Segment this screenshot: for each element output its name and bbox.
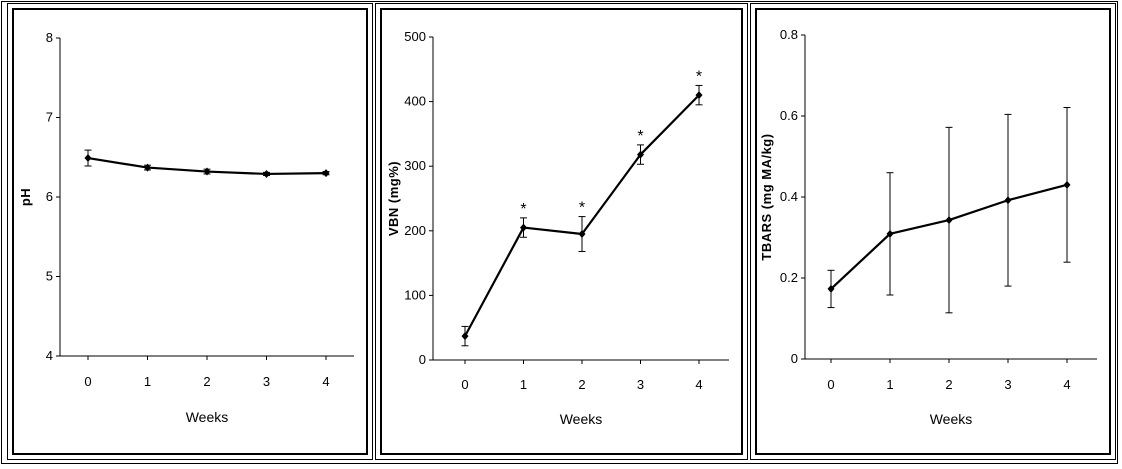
y-axis-label: pH (18, 188, 33, 206)
data-point (203, 167, 211, 176)
data-point (461, 332, 469, 341)
significance-asterisk: * (637, 128, 643, 145)
x-axis-label: Weeks (186, 409, 229, 425)
y-tick-label: 200 (404, 223, 426, 238)
vbn-chart: 0 100 200 300 400 500 0 1 2 3 4 Weeks VBN (mg%) * * * * (386, 29, 729, 427)
y-axis-label: TBARS (mg MA/kg) (759, 133, 774, 260)
significance-asterisk: * (520, 201, 526, 218)
x-axis-label: Weeks (930, 411, 973, 427)
x-tick-label: 4 (1063, 377, 1070, 392)
y-tick-label: 7 (46, 110, 53, 125)
ph-chart-cell: 4 5 6 7 8 0 1 2 3 4 Weeks pH (7, 3, 373, 460)
data-point (520, 223, 527, 232)
vbn-chart-cell: 0 100 200 300 400 500 0 1 2 3 4 Weeks VBN (mg%) * * * * (375, 3, 748, 460)
x-tick-label: 2 (578, 377, 585, 392)
ph-chart: 4 5 6 7 8 0 1 2 3 4 Weeks pH (18, 30, 354, 425)
x-tick-label: 1 (886, 377, 893, 392)
ph-chart-panel: 4 5 6 7 8 0 1 2 3 4 Weeks pH (12, 8, 368, 455)
data-point (1063, 180, 1071, 189)
y-tick-label: 500 (404, 29, 426, 44)
tbars-chart: 0 0.2 0.4 0.6 0.8 0 1 2 3 4 Weeks TBARS (mg MA/kg) (759, 27, 1097, 427)
data-point (945, 216, 953, 225)
y-tick-label: 0 (419, 352, 426, 367)
data-point (1004, 196, 1012, 205)
x-tick-label: 2 (945, 377, 952, 392)
y-tick-label: 0.2 (780, 270, 798, 285)
y-tick-label: 400 (404, 94, 426, 109)
vbn-chart-panel: 0 100 200 300 400 500 0 1 2 3 4 Weeks VBN (mg%) * * * * (380, 8, 743, 455)
y-tick-label: 0.6 (780, 108, 798, 123)
x-tick-label: 1 (144, 374, 151, 389)
x-tick-label: 3 (637, 377, 644, 392)
x-tick-label: 3 (263, 374, 270, 389)
data-point (578, 230, 586, 239)
data-point (695, 91, 703, 100)
x-tick-label: 0 (84, 374, 91, 389)
x-tick-label: 3 (1004, 377, 1011, 392)
data-point (263, 169, 270, 178)
data-point (144, 163, 151, 172)
y-tick-label: 5 (46, 269, 53, 284)
y-tick-label: 0 (791, 351, 798, 366)
y-tick-label: 4 (46, 348, 53, 363)
y-tick-label: 0.4 (780, 189, 798, 204)
x-tick-label: 4 (322, 374, 329, 389)
data-point (322, 169, 330, 178)
y-axis-label: VBN (mg%) (386, 161, 401, 236)
x-tick-label: 0 (461, 377, 468, 392)
x-tick-label: 0 (827, 377, 834, 392)
tbars-chart-panel: 0 0.2 0.4 0.6 0.8 0 1 2 3 4 Weeks TBARS (mg MA/kg) (755, 8, 1111, 455)
x-tick-label: 2 (203, 374, 210, 389)
y-tick-label: 6 (46, 189, 53, 204)
data-point (827, 284, 835, 293)
x-axis-label: Weeks (560, 411, 603, 427)
x-tick-label: 1 (520, 377, 527, 392)
y-tick-label: 8 (46, 30, 53, 45)
y-tick-label: 300 (404, 158, 426, 173)
tbars-chart-cell: 0 0.2 0.4 0.6 0.8 0 1 2 3 4 Weeks TBARS (mg MA/kg) (750, 3, 1116, 460)
data-point (637, 150, 644, 159)
x-tick-label: 4 (695, 377, 702, 392)
significance-asterisk: * (696, 68, 702, 85)
significance-asterisk: * (579, 200, 585, 217)
data-point (84, 154, 92, 163)
y-tick-label: 0.8 (780, 27, 798, 42)
data-point (886, 229, 894, 238)
y-tick-label: 100 (404, 287, 426, 302)
